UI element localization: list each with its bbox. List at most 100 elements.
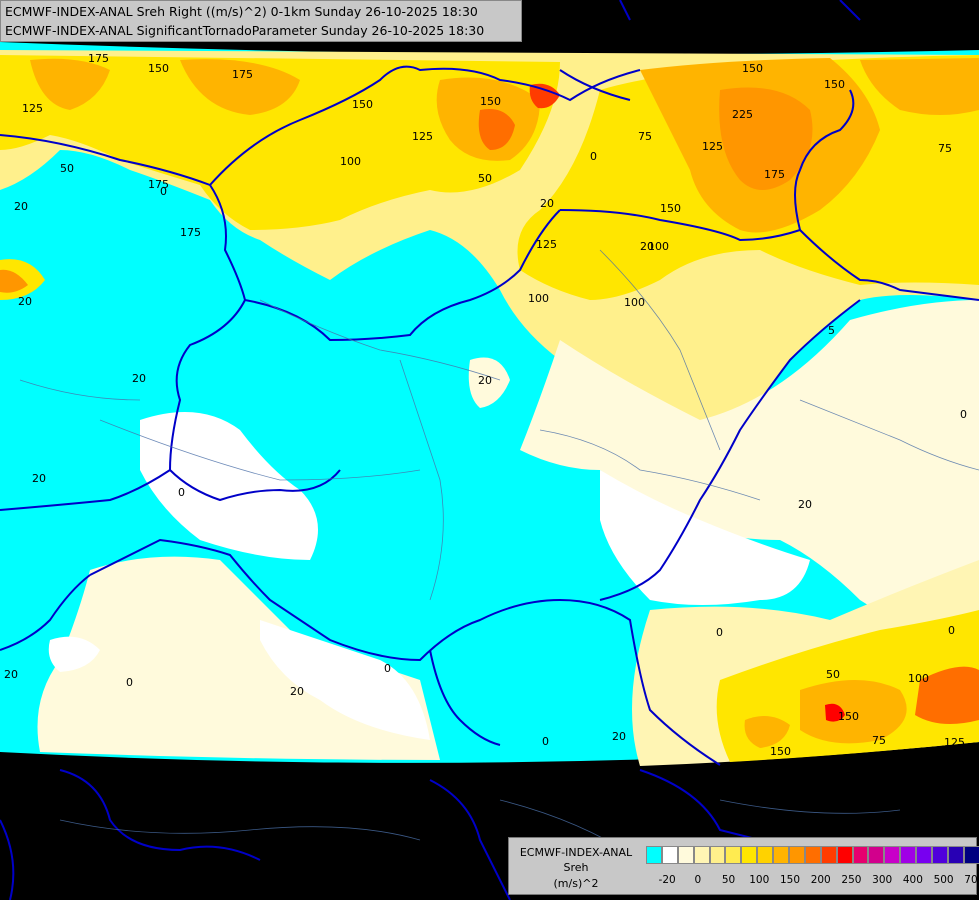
field-nw-orange bbox=[30, 58, 110, 110]
field-red-spot1 bbox=[529, 83, 560, 109]
legend-swatch bbox=[884, 846, 901, 864]
legend-swatch bbox=[661, 846, 678, 864]
contour-label: 75 bbox=[638, 130, 652, 143]
legend-title-variable: Sreh bbox=[563, 861, 589, 874]
contour-label: 20 bbox=[18, 295, 32, 308]
legend-swatch bbox=[804, 846, 821, 864]
contour-label: 0 bbox=[384, 662, 391, 675]
field-north-gold bbox=[0, 55, 560, 230]
field-sw-white bbox=[260, 620, 430, 740]
contour-label: 0 bbox=[716, 626, 723, 639]
legend-swatch bbox=[836, 846, 853, 864]
contour-label: 50 bbox=[478, 172, 492, 185]
contour-label: 125 bbox=[536, 238, 557, 251]
legend-tick-label: 400 bbox=[902, 874, 923, 886]
contour-label: 125 bbox=[944, 736, 965, 749]
legend-swatch bbox=[646, 846, 662, 864]
contour-label: 150 bbox=[660, 202, 681, 215]
contour-label: 75 bbox=[872, 734, 886, 747]
contour-label: 100 bbox=[908, 672, 929, 685]
legend-swatches bbox=[646, 846, 979, 864]
contour-label: 100 bbox=[648, 240, 669, 253]
contour-label: 125 bbox=[22, 102, 43, 115]
legend-swatch bbox=[947, 846, 964, 864]
field-central-pale bbox=[468, 357, 510, 408]
color-legend: ECMWF-INDEX-ANAL Sreh (m/s)^2 -20 0 50 100 1… bbox=[508, 837, 979, 895]
contour-label: 225 bbox=[732, 108, 753, 121]
map-subtitle: ECMWF-INDEX-ANAL SignificantTornadoParam… bbox=[5, 23, 485, 38]
contour-label: 20 bbox=[290, 685, 304, 698]
contour-label: 175 bbox=[764, 168, 785, 181]
contour-label: 125 bbox=[412, 130, 433, 143]
legend-swatch bbox=[820, 846, 837, 864]
legend-tick-label: 0 bbox=[694, 874, 702, 886]
legend-swatch bbox=[932, 846, 948, 864]
legend-swatch bbox=[677, 846, 694, 864]
contour-label: 0 bbox=[590, 150, 597, 163]
contour-label: 5 bbox=[828, 324, 835, 337]
contour-label: 20 bbox=[798, 498, 812, 511]
legend-swatch bbox=[900, 846, 917, 864]
contour-label: 50 bbox=[60, 162, 74, 175]
legend-swatch bbox=[852, 846, 869, 864]
contour-label: 125 bbox=[702, 140, 723, 153]
legend-swatch bbox=[741, 846, 758, 864]
field-sw-white2 bbox=[48, 636, 100, 672]
field-west-orange bbox=[0, 269, 28, 293]
legend-tick-label: 700 bbox=[964, 874, 979, 886]
field-nw-orange2 bbox=[180, 59, 300, 115]
legend-tick-label: 150 bbox=[779, 874, 801, 886]
contour-label: 150 bbox=[480, 95, 501, 108]
contour-label: 0 bbox=[948, 624, 955, 637]
contour-label: 150 bbox=[838, 710, 859, 723]
legend-tick-label: 100 bbox=[749, 874, 770, 886]
contour-label: 175 bbox=[88, 52, 109, 65]
field-se-red1 bbox=[915, 666, 979, 724]
field-ne-orange-east bbox=[860, 58, 979, 115]
field-east-pale bbox=[520, 300, 979, 627]
legend-tick-label: 200 bbox=[810, 874, 831, 886]
contour-label: 20 bbox=[540, 197, 554, 210]
field-se-orange bbox=[800, 680, 907, 744]
contour-label: 50 bbox=[826, 668, 840, 681]
legend-tick-label: 250 bbox=[841, 874, 862, 886]
legend-title-unit: (m/s)^2 bbox=[553, 877, 599, 890]
contour-label: 20 bbox=[132, 372, 146, 385]
river-lines bbox=[19, 249, 979, 861]
map-title: ECMWF-INDEX-ANAL Sreh Right ((m/s)^2) 0-… bbox=[5, 4, 478, 19]
contour-label: 175 bbox=[180, 226, 201, 239]
contour-label: 75 bbox=[938, 142, 952, 155]
legend-title-source: ECMWF-INDEX-ANAL bbox=[519, 846, 633, 859]
legend-swatch bbox=[963, 846, 979, 864]
field-east-white bbox=[600, 470, 810, 605]
contour-label: 150 bbox=[352, 98, 373, 111]
legend-tick-label: 50 bbox=[721, 874, 736, 886]
contour-label: 100 bbox=[340, 155, 361, 168]
contour-label: 20 bbox=[612, 730, 626, 743]
contour-label: 20 bbox=[640, 240, 654, 253]
contour-label: 175 bbox=[148, 178, 169, 191]
legend-swatch bbox=[789, 846, 805, 864]
field-ne-darkorange bbox=[719, 87, 813, 190]
legend-tick-label: 300 bbox=[872, 874, 893, 886]
contour-label: 20 bbox=[4, 668, 18, 681]
contour-label: 20 bbox=[14, 200, 28, 213]
legend-tick-label: -20 bbox=[658, 874, 676, 886]
contour-label: 175 bbox=[232, 68, 253, 81]
legend-ticks: -20 0 50 100 150 200 250 300 400 500 700 bbox=[646, 874, 979, 888]
legend-swatch bbox=[868, 846, 885, 864]
legend-swatch bbox=[725, 846, 742, 864]
contour-label: 150 bbox=[824, 78, 845, 91]
legend-swatch bbox=[693, 846, 710, 864]
contour-label: 0 bbox=[542, 735, 549, 748]
contour-label: 150 bbox=[770, 745, 791, 758]
contour-label: 20 bbox=[32, 472, 46, 485]
legend-swatch bbox=[709, 846, 726, 864]
contour-label: 100 bbox=[624, 296, 645, 309]
legend-swatch bbox=[757, 846, 774, 864]
contour-label: 0 bbox=[126, 676, 133, 689]
contour-label: 0 bbox=[160, 185, 167, 198]
